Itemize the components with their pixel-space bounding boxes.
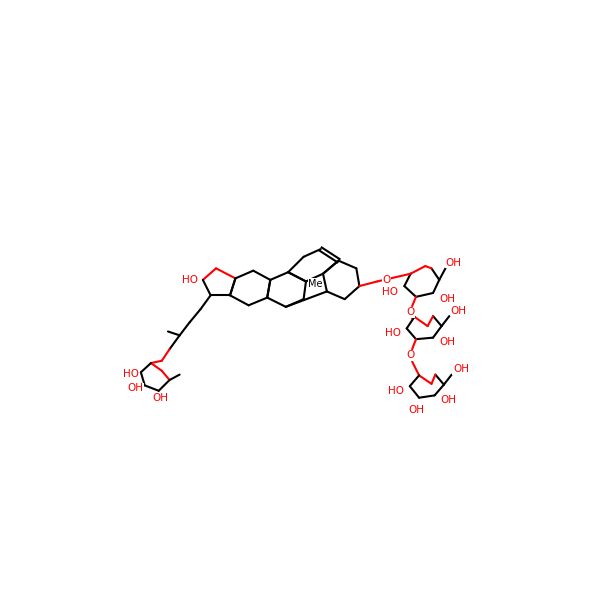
Text: OH: OH: [453, 364, 469, 374]
Text: Me: Me: [308, 279, 323, 289]
Text: OH: OH: [409, 405, 425, 415]
Text: O: O: [406, 307, 415, 317]
Text: OH: OH: [127, 383, 143, 394]
Text: OH: OH: [451, 305, 467, 316]
Text: O: O: [406, 350, 415, 361]
Text: O: O: [382, 275, 391, 285]
Text: OH: OH: [445, 258, 461, 268]
Text: HO: HO: [123, 369, 139, 379]
Text: HO: HO: [382, 287, 398, 297]
Text: HO: HO: [385, 328, 401, 338]
Text: HO: HO: [182, 275, 198, 285]
Text: OH: OH: [152, 393, 168, 403]
Text: HO: HO: [388, 386, 404, 396]
Text: OH: OH: [440, 395, 457, 405]
Text: OH: OH: [439, 337, 455, 347]
Text: OH: OH: [439, 294, 455, 304]
